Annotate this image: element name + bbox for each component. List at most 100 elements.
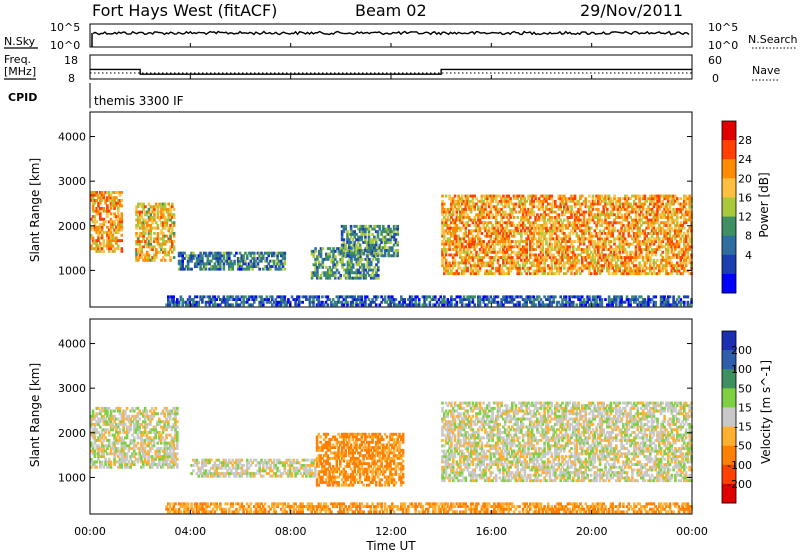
data-cell <box>650 266 654 270</box>
data-cell <box>586 264 589 268</box>
data-cell <box>135 226 138 230</box>
data-cell <box>498 240 502 243</box>
data-cell <box>536 242 539 246</box>
data-cell <box>647 237 650 241</box>
data-cell <box>348 295 351 299</box>
data-cell <box>355 224 358 228</box>
data-cell <box>537 218 541 222</box>
data-cell <box>326 255 330 259</box>
data-cell <box>622 197 625 201</box>
data-cell <box>107 196 111 200</box>
data-cell <box>548 266 552 270</box>
data-cell <box>213 257 217 260</box>
data-cell <box>561 226 564 230</box>
data-cell <box>462 232 466 235</box>
data-cell <box>559 229 562 233</box>
data-cell <box>489 232 493 235</box>
data-cell <box>670 199 674 203</box>
data-cell <box>109 231 113 234</box>
data-cell <box>611 229 614 233</box>
data-cell <box>539 199 543 203</box>
data-cell <box>498 199 502 203</box>
data-cell <box>570 272 573 276</box>
data-cell <box>613 242 616 246</box>
data-cell <box>457 216 460 219</box>
data-cell <box>529 210 532 214</box>
data-cell <box>616 256 620 259</box>
data-cell <box>340 235 344 239</box>
data-cell <box>489 197 493 201</box>
data-cell <box>328 255 332 259</box>
data-cell <box>600 242 604 246</box>
data-cell <box>348 243 351 247</box>
data-cell <box>559 218 562 222</box>
data-cell <box>684 207 688 211</box>
data-cell <box>516 269 519 273</box>
data-cell <box>536 272 539 276</box>
data-cell <box>570 207 573 211</box>
data-cell <box>473 272 476 276</box>
data-cell <box>201 259 204 263</box>
data-cell <box>283 262 287 266</box>
data-cell <box>171 229 174 233</box>
data-cell <box>158 202 161 206</box>
data-cell <box>584 210 588 214</box>
data-cell <box>582 242 586 246</box>
data-cell <box>572 210 575 214</box>
data-cell <box>505 248 509 251</box>
data-cell <box>615 199 618 203</box>
data-cell <box>468 261 471 265</box>
data-cell <box>486 298 489 301</box>
data-cell <box>580 213 584 217</box>
data-cell <box>362 241 365 244</box>
data-cell <box>568 295 571 299</box>
data-cell <box>350 263 353 267</box>
data-cell <box>362 265 366 269</box>
data-cell <box>342 303 346 307</box>
data-cell <box>278 300 281 304</box>
data-cell <box>555 218 559 222</box>
data-cell <box>281 298 285 301</box>
data-cell <box>634 298 638 301</box>
data-cell <box>620 300 623 304</box>
data-cell <box>650 199 654 203</box>
data-cell <box>229 259 233 263</box>
data-cell <box>346 265 350 269</box>
data-cell <box>663 232 666 235</box>
data-cell <box>357 241 360 244</box>
data-cell <box>613 218 616 222</box>
data-cell <box>579 229 582 233</box>
data-cell <box>478 221 482 225</box>
data-cell <box>249 262 253 266</box>
data-cell <box>647 272 650 276</box>
data-cell <box>441 226 444 230</box>
data-cell <box>478 213 482 217</box>
data-cell <box>502 248 505 251</box>
data-cell <box>153 240 156 243</box>
data-cell <box>623 207 627 211</box>
data-cell <box>451 242 455 246</box>
data-cell <box>104 431 107 434</box>
data-cell <box>546 229 550 233</box>
data-cell <box>564 202 568 206</box>
data-cell <box>138 248 142 251</box>
data-cell <box>647 224 650 227</box>
data-cell <box>563 295 566 299</box>
data-cell <box>238 251 242 255</box>
data-cell <box>507 300 511 304</box>
data-cell <box>681 248 684 251</box>
data-cell <box>584 248 588 251</box>
data-cell <box>554 240 557 243</box>
data-cell <box>326 268 330 272</box>
data-cell <box>331 298 335 301</box>
data-cell <box>634 221 638 225</box>
data-cell <box>353 241 356 244</box>
data-cell <box>116 417 120 421</box>
data-cell <box>616 269 620 273</box>
data-cell <box>575 199 579 203</box>
data-cell <box>670 197 674 201</box>
data-cell <box>609 205 613 209</box>
data-cell <box>99 241 102 245</box>
data-cell <box>570 303 573 307</box>
data-cell <box>162 240 165 243</box>
